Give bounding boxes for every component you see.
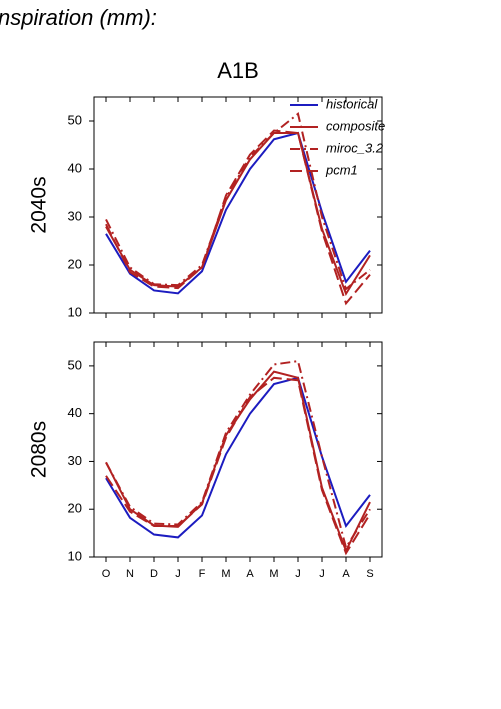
x-tick-label: D <box>150 568 158 580</box>
series-line <box>105 376 371 539</box>
y-tick-label: 50 <box>68 357 82 372</box>
x-tick-label: O <box>102 568 111 580</box>
chart-title: A1B <box>217 58 259 83</box>
x-tick-label: S <box>366 568 373 580</box>
y-tick-label: 10 <box>68 548 82 563</box>
y-axis-label: 2040s <box>28 176 51 233</box>
series-line <box>105 131 371 295</box>
plot-frame <box>93 341 383 558</box>
x-tick-label: A <box>246 568 254 580</box>
y-axis-label: 2080s <box>28 421 51 478</box>
x-tick-label: J <box>175 568 181 580</box>
x-tick-label: J <box>319 568 325 580</box>
x-tick-label: F <box>199 568 206 580</box>
x-tick-label: M <box>269 568 278 580</box>
y-tick-label: 30 <box>68 208 82 223</box>
legend-label: composite <box>326 118 385 133</box>
legend-label: pcm1 <box>325 162 358 177</box>
series-line <box>105 376 371 556</box>
plot-frame <box>93 96 383 314</box>
y-tick-label: 30 <box>68 453 82 468</box>
y-tick-label: 20 <box>68 501 82 516</box>
series-line <box>105 359 371 550</box>
x-tick-label: A <box>342 568 350 580</box>
series-line <box>105 129 371 306</box>
x-tick-label: J <box>295 568 301 580</box>
y-tick-label: 40 <box>68 405 82 420</box>
y-tick-label: 50 <box>68 112 82 127</box>
series-line <box>105 112 371 291</box>
series-line <box>105 370 371 554</box>
series-line <box>105 132 371 297</box>
x-tick-label: M <box>221 568 230 580</box>
y-tick-label: 40 <box>68 160 82 175</box>
x-tick-label: N <box>126 568 134 580</box>
legend-label: historical <box>326 96 378 111</box>
page-title: nspiration (mm): <box>0 5 157 30</box>
y-tick-label: 10 <box>68 304 82 319</box>
legend-label: miroc_3.2 <box>326 140 384 155</box>
y-tick-label: 20 <box>68 256 82 271</box>
